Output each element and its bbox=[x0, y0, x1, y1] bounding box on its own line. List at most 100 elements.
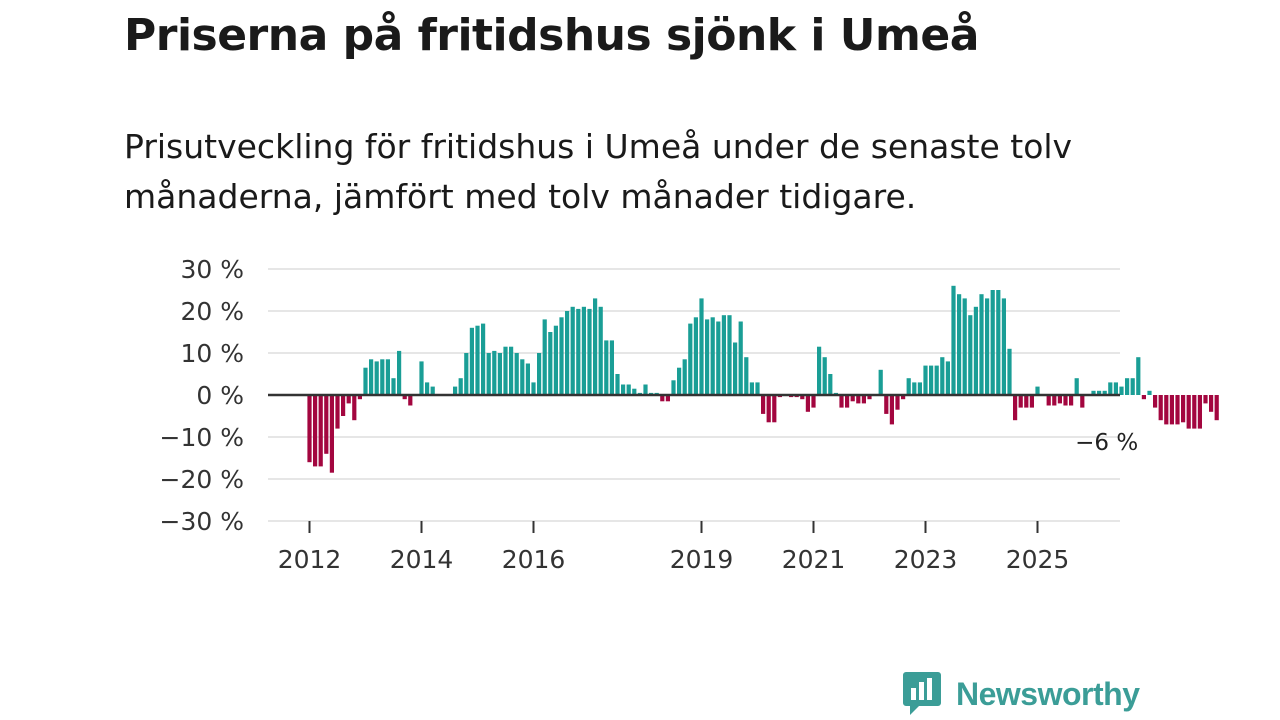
x-tick-label: 2023 bbox=[894, 545, 958, 574]
x-tick-label: 2012 bbox=[278, 545, 342, 574]
bar bbox=[481, 323, 486, 395]
bar bbox=[716, 321, 721, 395]
bar bbox=[721, 315, 726, 395]
last-value-label: −6 % bbox=[1075, 430, 1138, 456]
bar bbox=[688, 323, 693, 395]
bar bbox=[817, 346, 822, 395]
bar bbox=[313, 395, 318, 467]
y-tick-label: 20 % bbox=[180, 297, 244, 326]
bar bbox=[761, 395, 766, 414]
bar bbox=[1130, 378, 1135, 395]
bar bbox=[878, 369, 883, 395]
bar bbox=[671, 380, 676, 395]
bar bbox=[811, 395, 816, 408]
x-tick-label: 2014 bbox=[390, 545, 454, 574]
bar bbox=[1153, 395, 1158, 408]
bar bbox=[335, 395, 340, 429]
bar bbox=[1181, 395, 1186, 423]
bar bbox=[917, 382, 922, 395]
bar bbox=[744, 357, 749, 395]
bar bbox=[828, 374, 833, 395]
bar bbox=[766, 395, 771, 423]
y-axis: 30 % 20 % 10 % 0 % −10 % −20 % −30 % bbox=[160, 255, 244, 536]
bar bbox=[973, 306, 978, 395]
bar bbox=[464, 353, 469, 395]
bar bbox=[968, 315, 973, 395]
bar bbox=[1074, 378, 1079, 395]
bar bbox=[486, 353, 491, 395]
bar bbox=[1203, 395, 1208, 404]
bar bbox=[615, 374, 620, 395]
bar bbox=[1080, 395, 1085, 408]
bar bbox=[951, 285, 956, 395]
bar bbox=[1046, 395, 1051, 406]
chart-title: Priserna på fritidshus sjönk i Umeå bbox=[124, 10, 979, 61]
bar bbox=[906, 378, 911, 395]
bar bbox=[430, 386, 435, 395]
grid-lines bbox=[268, 268, 1120, 522]
bar bbox=[1186, 395, 1191, 429]
y-tick-label: 0 % bbox=[196, 381, 244, 410]
bar bbox=[341, 395, 346, 416]
bar bbox=[609, 340, 614, 395]
bar bbox=[738, 321, 743, 395]
bar bbox=[979, 294, 984, 395]
bar bbox=[559, 317, 564, 395]
x-tick-label: 2019 bbox=[670, 545, 734, 574]
bar bbox=[1001, 298, 1006, 395]
bar bbox=[357, 395, 362, 400]
bar bbox=[1018, 395, 1023, 408]
bar bbox=[576, 308, 581, 395]
bar bbox=[665, 395, 670, 402]
x-tick-label: 2025 bbox=[1006, 545, 1070, 574]
x-axis: 2012 2014 2016 2019 2021 2023 2025 bbox=[278, 521, 1070, 574]
x-tick-label: 2016 bbox=[502, 545, 566, 574]
bar bbox=[1007, 348, 1012, 395]
bar bbox=[419, 361, 424, 395]
bar bbox=[940, 357, 945, 395]
bar bbox=[1063, 395, 1068, 406]
bar bbox=[755, 382, 760, 395]
bar bbox=[318, 395, 323, 467]
bar bbox=[1113, 382, 1118, 395]
bar bbox=[677, 367, 682, 395]
bar bbox=[1192, 395, 1197, 429]
bar bbox=[1052, 395, 1057, 406]
bar bbox=[497, 353, 502, 395]
bar bbox=[324, 395, 329, 454]
bar bbox=[402, 395, 407, 400]
bar bbox=[990, 290, 995, 395]
bar bbox=[1197, 395, 1202, 429]
bar bbox=[1069, 395, 1074, 406]
bar bbox=[693, 317, 698, 395]
brand: Newsworthy bbox=[902, 670, 1140, 718]
bar-series bbox=[307, 285, 1219, 473]
bar bbox=[369, 359, 374, 395]
bar bbox=[710, 317, 715, 395]
bar bbox=[1035, 386, 1040, 395]
bar bbox=[537, 353, 542, 395]
bar bbox=[565, 311, 570, 395]
bar bbox=[587, 308, 592, 395]
y-tick-label: −10 % bbox=[160, 423, 244, 452]
bar bbox=[492, 350, 497, 395]
bar bbox=[805, 395, 810, 412]
brand-name: Newsworthy bbox=[956, 676, 1140, 712]
bar bbox=[1057, 395, 1062, 404]
bar bbox=[570, 306, 575, 395]
bar bbox=[520, 359, 525, 395]
bar bbox=[861, 395, 866, 404]
bar bbox=[458, 378, 463, 395]
bar bbox=[1147, 390, 1152, 395]
bar bbox=[733, 342, 738, 395]
bar bbox=[453, 386, 458, 395]
chart-subtitle: Prisutveckling för fritidshus i Umeå und… bbox=[124, 127, 1073, 216]
bar bbox=[929, 365, 934, 395]
bar bbox=[626, 384, 631, 395]
bar bbox=[1029, 395, 1034, 408]
bar bbox=[621, 384, 626, 395]
bar bbox=[962, 298, 967, 395]
bar bbox=[531, 382, 536, 395]
x-tick-label: 2021 bbox=[782, 545, 846, 574]
